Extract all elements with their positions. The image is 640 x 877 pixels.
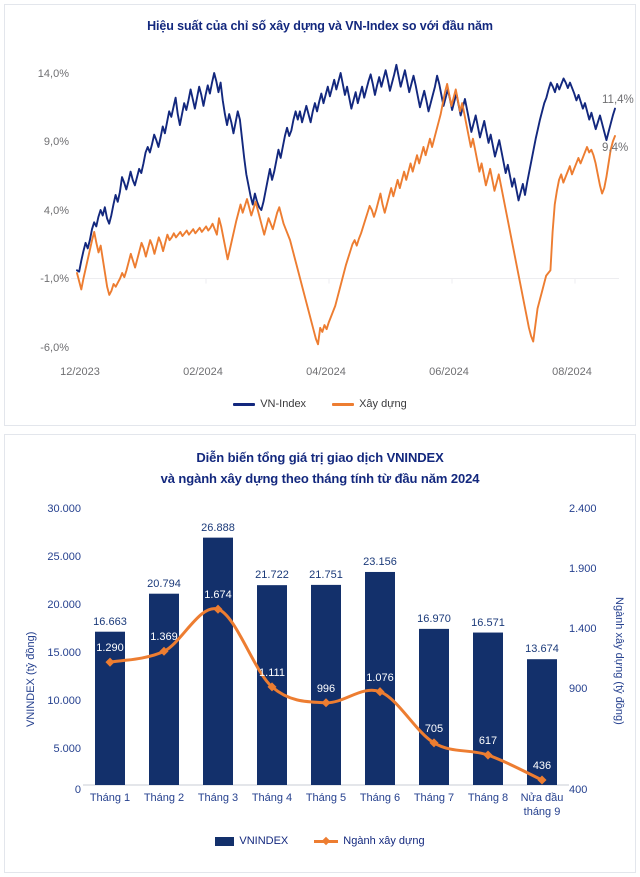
bar-1[interactable] bbox=[95, 631, 125, 785]
chart2-legend-item-vnindex[interactable]: VNINDEX bbox=[215, 835, 288, 847]
line-value-label-3: 1.674 bbox=[204, 589, 232, 602]
chart1-legend: VN-Index Xây dựng bbox=[5, 398, 635, 410]
category-label-2: Tháng 2 bbox=[143, 792, 185, 804]
chart2-y2tick-3: 900 bbox=[569, 683, 588, 695]
line-marker-swatch-icon bbox=[314, 836, 339, 846]
category-label-7: Tháng 7 bbox=[413, 792, 455, 804]
line-value-label-7: 705 bbox=[424, 722, 444, 735]
bar-value-label-3: 26.888 bbox=[201, 521, 235, 534]
bar-6[interactable] bbox=[365, 571, 395, 785]
chart2-y2-axis-title: Ngành xây dựng (tỷ đồng) bbox=[613, 597, 625, 725]
bar-5[interactable] bbox=[311, 584, 341, 785]
bar-value-label-2: 20.794 bbox=[147, 577, 181, 590]
bar-value-label-5: 21.751 bbox=[309, 568, 343, 581]
line-value-label-4: 1.111 bbox=[259, 666, 285, 679]
line-value-label-2: 1.369 bbox=[150, 631, 178, 644]
chart1-endlabel-xaydung: 9,4% bbox=[602, 142, 629, 154]
chart2-legend-label-vnindex: VNINDEX bbox=[239, 835, 289, 847]
chart1-xtick-1: 02/2024 bbox=[183, 366, 223, 378]
chart2-title-line1: Diễn biến tổng giá trị giao dịch VNINDEX bbox=[196, 450, 444, 465]
line-value-label-8: 617 bbox=[478, 735, 498, 748]
bar-8[interactable] bbox=[473, 632, 503, 785]
chart1-ytick-3: -1,0% bbox=[40, 273, 69, 285]
chart1-xtick-0: 12/2023 bbox=[60, 366, 100, 378]
chart2-title: Diễn biến tổng giá trị giao dịch VNINDEX… bbox=[5, 447, 635, 489]
chart2-legend: VNINDEX Ngành xây dựng bbox=[5, 835, 635, 847]
category-label-1: Tháng 1 bbox=[89, 792, 131, 804]
bar-swatch-icon bbox=[215, 836, 235, 846]
line-swatch-icon bbox=[233, 402, 256, 406]
chart1-title: Hiệu suất của chỉ số xây dựng và VN-Inde… bbox=[147, 19, 493, 33]
line-value-label-6: 1.076 bbox=[366, 671, 394, 684]
chart1-ytick-0: 14,0% bbox=[37, 68, 69, 80]
bar-2[interactable] bbox=[149, 593, 179, 785]
chart1-xtick-2: 04/2024 bbox=[306, 366, 346, 378]
chart2-ytick-1: 25.000 bbox=[47, 551, 81, 563]
line-value-label-1: 1.290 bbox=[96, 642, 124, 655]
line-value-label-9: 436 bbox=[532, 760, 552, 773]
chart1-xtick-3: 06/2024 bbox=[429, 366, 469, 378]
category-label-5: Tháng 5 bbox=[305, 792, 347, 804]
chart1-legend-item-xaydung[interactable]: Xây dựng bbox=[332, 398, 407, 410]
bar-3[interactable] bbox=[203, 537, 233, 785]
chart2-y2tick-1: 1.900 bbox=[569, 563, 597, 575]
chart2-ytick-6: 0 bbox=[74, 784, 81, 796]
category-label-3: Tháng 3 bbox=[197, 792, 239, 804]
category-label-8: Tháng 8 bbox=[467, 792, 509, 804]
chart1-xtick-4: 08/2024 bbox=[552, 366, 592, 378]
bar-value-label-6: 23.156 bbox=[363, 555, 397, 568]
category-label-6: Tháng 6 bbox=[359, 792, 401, 804]
bar-value-label-7: 16.970 bbox=[417, 612, 451, 625]
chart1-legend-item-vnindex[interactable]: VN-Index bbox=[233, 398, 306, 410]
chart2-ytick-2: 20.000 bbox=[47, 599, 81, 611]
chart1-legend-label-vnindex: VN-Index bbox=[260, 398, 307, 410]
line-swatch-icon bbox=[332, 402, 355, 406]
chart2-ytick-5: 5.000 bbox=[53, 743, 81, 755]
bar-value-label-1: 16.663 bbox=[93, 615, 127, 628]
chart2-y2tick-2: 1.400 bbox=[569, 623, 597, 635]
bar-9[interactable] bbox=[527, 659, 557, 785]
chart2-plot bbox=[83, 537, 569, 786]
bar-value-label-8: 16.571 bbox=[471, 616, 505, 629]
chart1-ytick-4: -6,0% bbox=[40, 342, 69, 354]
line-marker-8[interactable] bbox=[483, 750, 493, 760]
bar-value-label-4: 21.722 bbox=[255, 569, 289, 582]
chart2-ytick-3: 15.000 bbox=[47, 647, 81, 659]
category-label-4: Tháng 4 bbox=[251, 792, 293, 804]
chart2-y-axis-title: VNINDEX (tỷ đồng) bbox=[25, 631, 37, 727]
chart-card-trading-value: Diễn biến tổng giá trị giao dịch VNINDEX… bbox=[4, 434, 636, 873]
chart-card-performance: Hiệu suất của chỉ số xây dựng và VN-Inde… bbox=[4, 4, 636, 426]
line-value-label-5: 996 bbox=[316, 682, 336, 695]
trend-line bbox=[108, 607, 544, 782]
chart1-endlabel-vnindex: 11,4% bbox=[602, 94, 634, 106]
line-marker-7[interactable] bbox=[429, 738, 439, 748]
chart1-plot bbox=[71, 63, 619, 346]
bar-7[interactable] bbox=[419, 628, 449, 785]
chart2-legend-label-xaydung: Ngành xây dựng bbox=[343, 835, 425, 847]
category-label-9: Nửa đầu tháng 9 bbox=[520, 792, 564, 818]
chart2-y2tick-4: 400 bbox=[569, 784, 588, 796]
chart1-ytick-1: 9,0% bbox=[43, 136, 69, 148]
chart2-ytick-0: 30.000 bbox=[47, 503, 81, 515]
chart2-y2tick-0: 2.400 bbox=[569, 503, 597, 515]
chart1-ytick-2: 4,0% bbox=[43, 205, 69, 217]
chart2-legend-item-xaydung[interactable]: Ngành xây dựng bbox=[314, 835, 425, 847]
bar-value-label-9: 13.674 bbox=[525, 643, 559, 656]
chart1-legend-label-xaydung: Xây dựng bbox=[359, 398, 407, 410]
chart2-title-line2: và ngành xây dựng theo tháng tính từ đầu… bbox=[160, 471, 480, 486]
chart2-ytick-4: 10.000 bbox=[47, 695, 81, 707]
